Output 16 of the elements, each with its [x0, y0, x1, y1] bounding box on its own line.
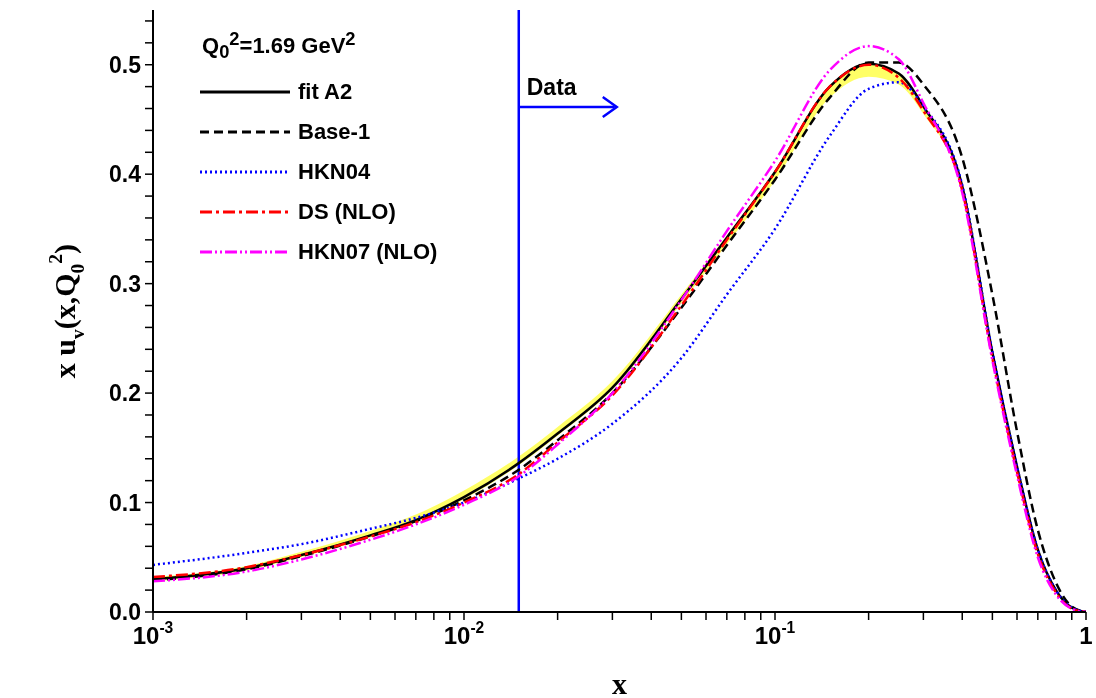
- y-tick-label: 0.3: [109, 270, 141, 297]
- legend-label: HKN07 (NLO): [298, 238, 438, 265]
- x-tick-label: 10$^{-2}$: [443, 619, 485, 649]
- x-axis-title: x: [612, 667, 627, 698]
- y-tick-label: 0.5: [109, 51, 142, 78]
- y-tick-label: 0.1: [109, 489, 142, 516]
- legend-label: Base-1: [298, 118, 371, 145]
- x-tick-label: 1: [1079, 622, 1093, 649]
- x-tick-label: 10$^{-1}$: [754, 619, 796, 649]
- ref-line-label: Data: [526, 74, 577, 100]
- legend-label: DS (NLO): [298, 198, 396, 225]
- y-tick-label: 0.2: [109, 380, 141, 407]
- y-tick-label: 0.4: [109, 161, 142, 188]
- legend-title: Q$_{0}$$^{2}$=1.69 GeV$^{2}$: [202, 28, 356, 63]
- legend-label: HKN04: [298, 158, 371, 185]
- legend-label: fit A2: [298, 78, 353, 105]
